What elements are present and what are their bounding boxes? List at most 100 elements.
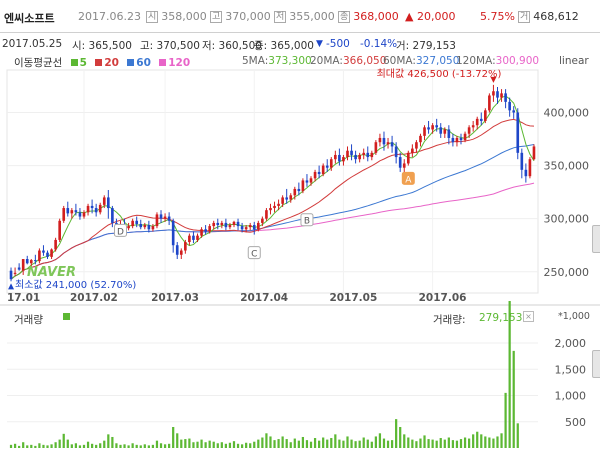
volume-bar [318,440,321,448]
candle-body [107,197,110,209]
price-panel-resize-handle[interactable] [592,225,600,253]
candle-body [342,157,345,162]
volume-bar [168,443,171,448]
info-down-arrow: ▼ [316,39,323,49]
ma60-legend-label[interactable]: 60 [136,57,151,69]
volume-bar [22,442,25,448]
volume-bar [13,443,17,448]
candle [309,176,313,186]
close-icon[interactable]: × [523,311,534,322]
candle [66,201,70,217]
candle-body [285,197,289,200]
close-price: 종 368,000 [338,10,399,23]
volume-bar [500,433,503,448]
volume-bar [135,444,138,448]
candle-body [17,267,21,270]
marker-box [247,246,261,260]
candle-body [500,93,503,98]
candle [265,208,268,221]
candle-body [29,260,33,264]
volume-panel-resize-handle[interactable] [592,350,600,378]
volume-bar [236,443,240,448]
candle [447,125,451,145]
volume-bar [492,438,495,448]
candle [273,201,276,213]
candle-body [431,125,434,130]
ma20-legend-label[interactable]: 20 [104,57,119,69]
volume-bar [403,434,406,448]
candle-body [171,220,175,246]
stock-name[interactable]: 엔씨소프트 [4,12,55,25]
candle [38,248,41,264]
info-close: 종: 365,000 [254,40,314,52]
candle-body [528,159,532,177]
volume-bar [285,439,288,448]
candle [435,118,438,132]
candle [439,123,443,138]
volume-axis: 2,000 1,500 1,000 500 [555,337,587,429]
stock-header: 엔씨소프트 2017.06.23 시 358,000 고 370,000 저 355,… [0,0,600,33]
candle [415,140,418,153]
candle [248,222,252,231]
price-change-pct: 5.75% [480,10,515,23]
info-change-pct: -0.14% [360,38,398,50]
volume-bar [451,440,455,448]
volume-bar [232,441,236,448]
candle [90,199,94,214]
candle-body [313,171,317,179]
candle-body [301,180,305,192]
ma120-legend-label[interactable]: 120 [168,57,191,69]
volume-bar [443,439,446,448]
volume-bar [504,392,507,448]
volume-bar [459,439,463,448]
volume-grid [7,342,538,423]
ma5-legend-label[interactable]: 5 [79,57,87,69]
candle [25,255,29,265]
candle-body [98,204,102,213]
volume-bar [378,433,382,448]
volume-bar [95,444,98,448]
candle [192,231,195,244]
candle [216,218,220,230]
candle-body [175,245,179,255]
candle-body [346,150,349,158]
volume-bar [309,441,313,448]
volume-title: 거래량 [14,314,43,326]
volume-bar [512,350,515,448]
volume-bar [334,434,337,448]
marker-label: D [117,227,124,237]
candle [366,146,370,162]
pattern-marker-a: A [401,171,415,185]
marker-label: C [251,250,257,260]
min-marker-arrow [8,283,15,290]
volume-bar [463,437,467,448]
volume-bar [427,439,430,448]
candle-body [488,95,491,111]
volume-bar [342,440,345,448]
volume-bar [496,436,499,448]
candle [504,89,507,109]
scale-mode-toggle[interactable]: linear [559,55,589,67]
volume-bar [26,445,29,448]
candle [467,125,471,138]
candle [269,203,272,215]
candle [281,195,284,207]
candle-body [184,242,187,251]
candle-body [188,235,191,243]
candle [155,212,159,229]
candle [159,210,163,223]
candle [325,159,329,172]
candle-body [86,205,90,213]
candle [94,203,98,217]
price-tick-label: 300,000 [544,213,590,226]
volume-bar [253,441,256,448]
candle [232,220,236,228]
candle [62,205,66,223]
candle-body [232,221,236,226]
marker-label: B [304,217,310,227]
candle [370,150,374,161]
candle [58,218,61,243]
candle-body [248,225,252,228]
volume-bar [313,438,317,448]
candle [244,225,248,233]
